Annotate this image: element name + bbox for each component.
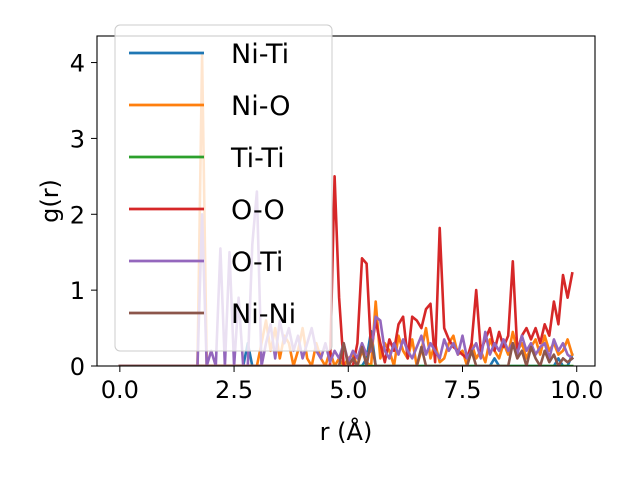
y-tick-label: 0	[70, 353, 85, 381]
legend-box	[114, 24, 333, 352]
series-line-ni-ti	[118, 329, 574, 366]
x-tick-label: 5.0	[329, 376, 367, 404]
y-tick-label: 2	[70, 201, 85, 229]
x-axis-label: r (Å)	[320, 417, 373, 446]
legend-label: Ni-Ti	[231, 39, 289, 70]
x-tick-label: 7.5	[443, 376, 481, 404]
series-line-o-o	[118, 175, 574, 366]
x-tick-label: 10.0	[550, 376, 603, 404]
legend-label: Ti-Ti	[230, 143, 285, 174]
legend-label: O-O	[231, 195, 285, 226]
ticks-layer: 0.0 2.5 5.0 7.5 10.0 0 1 2 3 4	[70, 50, 604, 404]
x-tick-label: 0.0	[101, 376, 139, 404]
legend-label: O-Ti	[231, 247, 283, 278]
legend-label: Ni-O	[231, 91, 290, 122]
legend: Ni-Ti Ni-O Ti-Ti O-O O-Ti Ni-Ni	[114, 24, 333, 352]
y-tick-label: 4	[70, 50, 85, 78]
y-axis-label: g(r)	[36, 179, 64, 223]
series-line-ni-ni	[118, 338, 575, 366]
legend-label: Ni-Ni	[231, 299, 296, 330]
y-tick-label: 3	[70, 125, 85, 153]
y-tick-label: 1	[70, 277, 85, 305]
axes-frame	[96, 35, 596, 367]
x-tick-label: 2.5	[215, 376, 253, 404]
